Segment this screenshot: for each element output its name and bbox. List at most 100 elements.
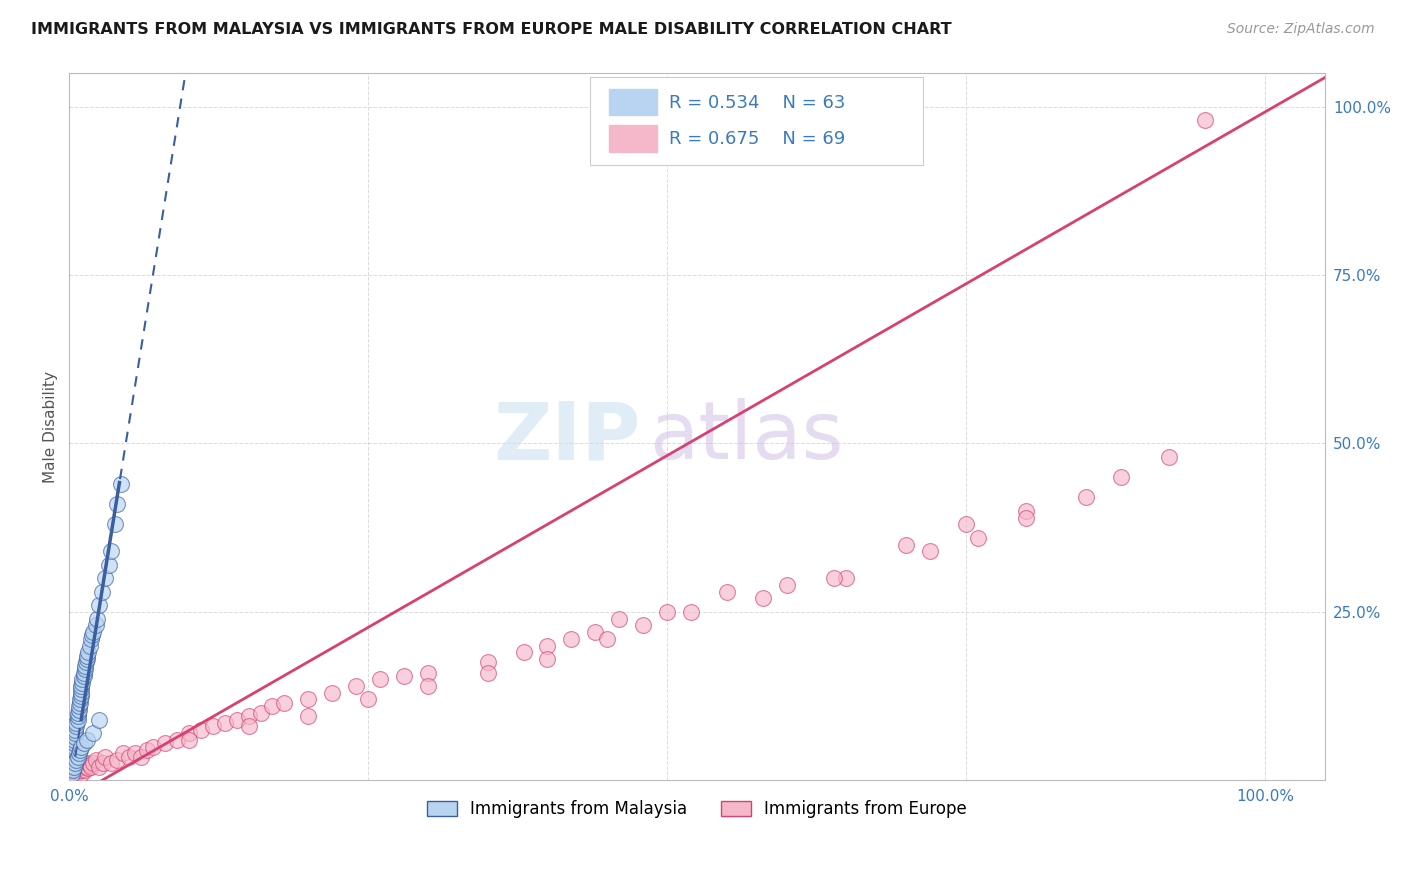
Point <box>87 598 110 612</box>
Point <box>238 719 260 733</box>
Point <box>94 749 117 764</box>
Point <box>536 639 558 653</box>
Point <box>65 716 87 731</box>
Point <box>751 591 773 606</box>
Point <box>1159 450 1181 464</box>
Point <box>536 652 558 666</box>
Point <box>1194 113 1216 128</box>
Point <box>166 732 188 747</box>
Point <box>392 669 415 683</box>
Point <box>67 758 90 772</box>
Point <box>249 706 271 720</box>
Point <box>238 709 260 723</box>
Point <box>118 749 141 764</box>
Point <box>129 749 152 764</box>
Point <box>775 578 797 592</box>
Text: Source: ZipAtlas.com: Source: ZipAtlas.com <box>1227 22 1375 37</box>
Point <box>66 706 89 720</box>
Point <box>63 736 86 750</box>
Point <box>100 756 122 771</box>
Point <box>72 665 94 680</box>
Point <box>512 645 534 659</box>
Point <box>67 747 90 761</box>
Point <box>67 699 90 714</box>
Point <box>70 739 93 754</box>
Point <box>72 760 94 774</box>
Text: ZIP: ZIP <box>494 398 641 476</box>
Point <box>225 713 247 727</box>
Point <box>70 763 93 777</box>
Point <box>73 763 96 777</box>
Point <box>70 682 93 697</box>
Point <box>72 756 94 771</box>
Point <box>77 645 100 659</box>
Point <box>90 584 112 599</box>
Point <box>344 679 367 693</box>
Point <box>87 760 110 774</box>
Point <box>80 760 103 774</box>
Point <box>262 699 284 714</box>
Text: R = 0.534    N = 63: R = 0.534 N = 63 <box>669 94 845 112</box>
Point <box>1015 504 1038 518</box>
Point <box>560 632 582 646</box>
Point <box>65 753 87 767</box>
Point <box>105 753 128 767</box>
Point <box>297 692 319 706</box>
Point <box>967 531 990 545</box>
Point <box>716 584 738 599</box>
Point <box>69 696 91 710</box>
Point <box>416 679 439 693</box>
Point <box>80 628 103 642</box>
Point <box>72 669 94 683</box>
Bar <box>609 88 657 115</box>
Point <box>65 719 87 733</box>
Point <box>91 756 114 771</box>
Point <box>153 736 176 750</box>
Point <box>297 709 319 723</box>
Point <box>920 544 942 558</box>
Point <box>655 605 678 619</box>
Point <box>1015 510 1038 524</box>
Point <box>66 713 89 727</box>
Text: R = 0.675    N = 69: R = 0.675 N = 69 <box>669 130 845 148</box>
Point <box>59 770 82 784</box>
Point <box>63 756 86 771</box>
Text: IMMIGRANTS FROM MALAYSIA VS IMMIGRANTS FROM EUROPE MALE DISABILITY CORRELATION C: IMMIGRANTS FROM MALAYSIA VS IMMIGRANTS F… <box>31 22 952 37</box>
Point <box>70 679 93 693</box>
Point <box>60 756 83 771</box>
Point <box>76 732 98 747</box>
Point <box>62 749 84 764</box>
Point <box>72 736 94 750</box>
FancyBboxPatch shape <box>591 77 922 165</box>
Point <box>823 571 845 585</box>
Point <box>62 763 84 777</box>
Point <box>631 618 654 632</box>
Point <box>62 765 84 780</box>
Point <box>70 766 93 780</box>
Point <box>82 756 104 771</box>
Point <box>63 739 86 754</box>
Point <box>60 766 83 780</box>
Point <box>76 652 98 666</box>
Point <box>69 692 91 706</box>
Point <box>1074 491 1097 505</box>
Point <box>77 761 100 775</box>
Point <box>142 739 165 754</box>
Point <box>59 763 82 777</box>
Point <box>66 749 89 764</box>
Point <box>60 766 83 780</box>
Point <box>69 756 91 771</box>
Point <box>79 639 101 653</box>
Point <box>201 719 224 733</box>
Point <box>75 760 97 774</box>
Point <box>368 672 391 686</box>
Point <box>955 517 977 532</box>
Point <box>607 612 630 626</box>
Point <box>357 692 380 706</box>
Point <box>65 763 87 777</box>
Point <box>69 743 91 757</box>
Point <box>67 702 90 716</box>
Point <box>87 713 110 727</box>
Point <box>76 756 98 771</box>
Point <box>66 765 89 780</box>
